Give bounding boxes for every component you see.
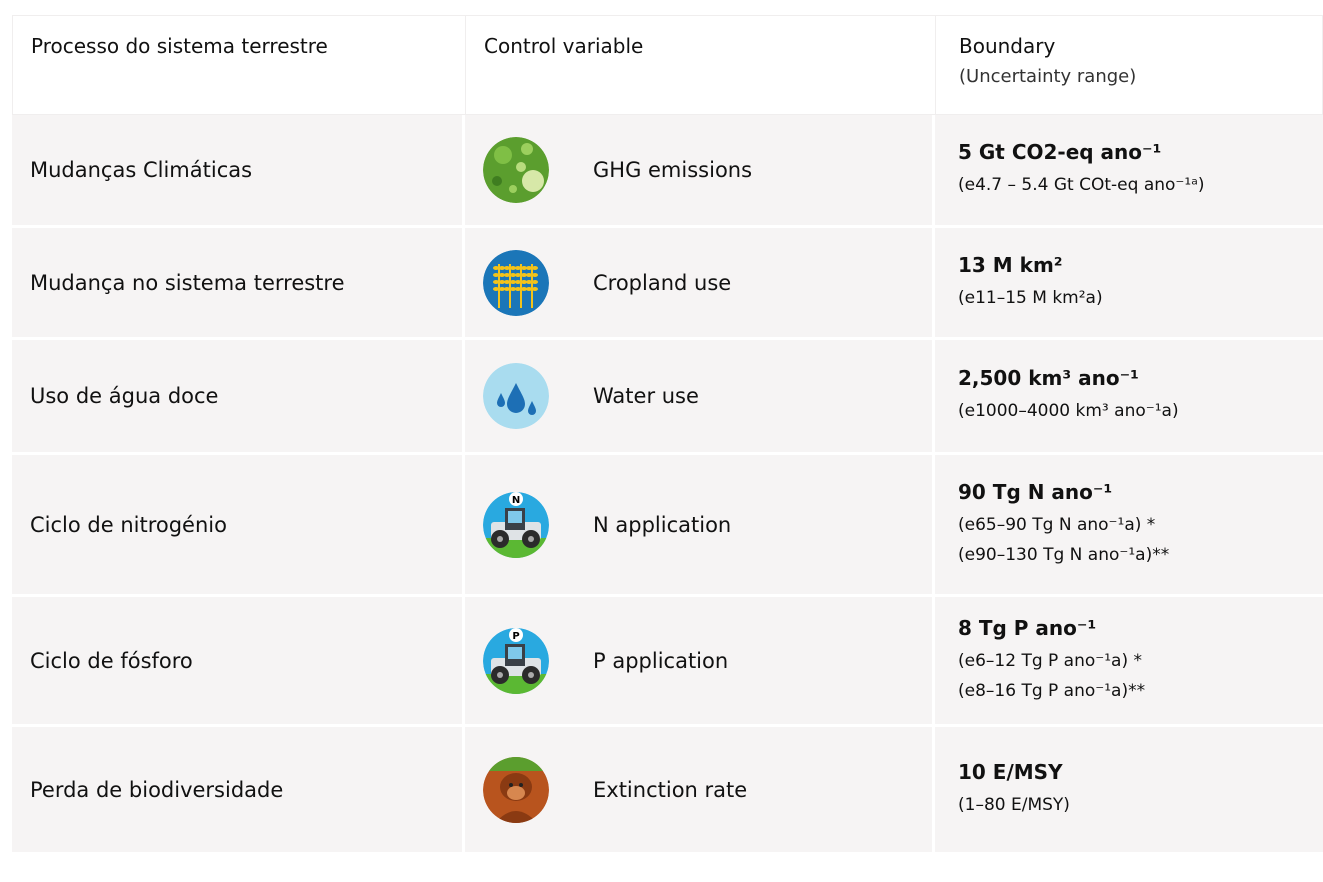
process-cell: Mudanças Climáticas	[12, 115, 465, 225]
boundary-cell: 2,500 km³ ano⁻¹ (e1000–4000 km³ ano⁻¹a)	[935, 340, 1323, 452]
range-text: (e11–15 M km²a)	[958, 283, 1323, 313]
control-text: P application	[593, 649, 728, 673]
control-text: Extinction rate	[593, 778, 747, 802]
process-text: Perda de biodiversidade	[30, 778, 462, 802]
table-row: Ciclo de nitrogénio N N application 90 Tg …	[12, 455, 1323, 597]
control-text: GHG emissions	[593, 158, 752, 182]
boundary-text: 5 Gt CO2-eq ano⁻¹	[958, 140, 1323, 164]
range-text: (e4.7 – 5.4 Gt COt-eq ano⁻¹ᵃ)	[958, 170, 1323, 200]
process-cell: Perda de biodiversidade	[12, 727, 465, 852]
process-text: Mudanças Climáticas	[30, 158, 462, 182]
boundary-text: 2,500 km³ ano⁻¹	[958, 366, 1323, 390]
control-cell: Extinction rate	[465, 727, 935, 852]
control-cell: Water use	[465, 340, 935, 452]
page: {"header": {"process": "Processo do sist…	[0, 0, 1323, 882]
range-text: (1–80 E/MSY)	[958, 790, 1323, 820]
icon-label: P	[512, 631, 519, 642]
control-text: N application	[593, 513, 731, 537]
table-row: Uso de água doce Water use 2,500 km³ ano⁻¹…	[12, 340, 1323, 455]
process-cell: Uso de água doce	[12, 340, 465, 452]
boundary-text: 13 M km²	[958, 253, 1323, 277]
process-cell: Ciclo de nitrogénio	[12, 455, 465, 594]
boundary-text: 8 Tg P ano⁻¹	[958, 616, 1323, 640]
process-text: Uso de água doce	[30, 384, 462, 408]
icon: P	[483, 628, 549, 694]
process-cell: Ciclo de fósforo	[12, 597, 465, 724]
header-text: Control variable	[484, 34, 643, 58]
boundary-cell: 10 E/MSY (1–80 E/MSY)	[935, 727, 1323, 852]
boundary-cell: 8 Tg P ano⁻¹ (e6–12 Tg P ano⁻¹a) *(e8–16 …	[935, 597, 1323, 724]
icon-label: N	[512, 495, 520, 506]
range-text: (e8–16 Tg P ano⁻¹a)**	[958, 676, 1323, 706]
header-subtext: (Uncertainty range)	[959, 66, 1323, 87]
control-cell: P P application	[465, 597, 935, 724]
boundary-text: 10 E/MSY	[958, 760, 1323, 784]
icon	[483, 363, 549, 429]
header-cell: Boundary (Uncertainty range)	[936, 16, 1323, 114]
boundary-text: 90 Tg N ano⁻¹	[958, 480, 1323, 504]
process-text: Mudança no sistema terrestre	[30, 271, 462, 295]
process-cell: Mudança no sistema terrestre	[12, 228, 465, 337]
icon: N	[483, 492, 549, 558]
table-row: Perda de biodiversidade Extinction rate 10…	[12, 727, 1323, 855]
table-row: Ciclo de fósforo P P application 8 Tg P an…	[12, 597, 1323, 727]
control-cell: N N application	[465, 455, 935, 594]
icon	[483, 757, 549, 823]
header-cell: Control variable	[466, 16, 936, 114]
header-row: Processo do sistema terrestre Control va…	[12, 15, 1323, 115]
table-row: Mudanças Climáticas GHG emissions 5 Gt CO2…	[12, 115, 1323, 228]
control-text: Cropland use	[593, 271, 731, 295]
control-cell: Cropland use	[465, 228, 935, 337]
table-row: Mudança no sistema terrestre Cropland use…	[12, 228, 1323, 340]
header-cell: Processo do sistema terrestre	[13, 16, 466, 114]
boundary-cell: 5 Gt CO2-eq ano⁻¹ (e4.7 – 5.4 Gt COt-eq a…	[935, 115, 1323, 225]
range-text: (e90–130 Tg N ano⁻¹a)**	[958, 540, 1323, 570]
range-text: (e65–90 Tg N ano⁻¹a) *	[958, 510, 1323, 540]
icon	[483, 250, 549, 316]
control-text: Water use	[593, 384, 699, 408]
icon	[483, 137, 549, 203]
process-text: Ciclo de nitrogénio	[30, 513, 462, 537]
process-text: Ciclo de fósforo	[30, 649, 462, 673]
boundary-cell: 90 Tg N ano⁻¹ (e65–90 Tg N ano⁻¹a) *(e90–…	[935, 455, 1323, 594]
range-text: (e6–12 Tg P ano⁻¹a) *	[958, 646, 1323, 676]
header-text: Boundary	[959, 34, 1323, 58]
range-text: (e1000–4000 km³ ano⁻¹a)	[958, 396, 1323, 426]
boundary-cell: 13 M km² (e11–15 M km²a)	[935, 228, 1323, 337]
header-text: Processo do sistema terrestre	[31, 34, 465, 58]
control-cell: GHG emissions	[465, 115, 935, 225]
